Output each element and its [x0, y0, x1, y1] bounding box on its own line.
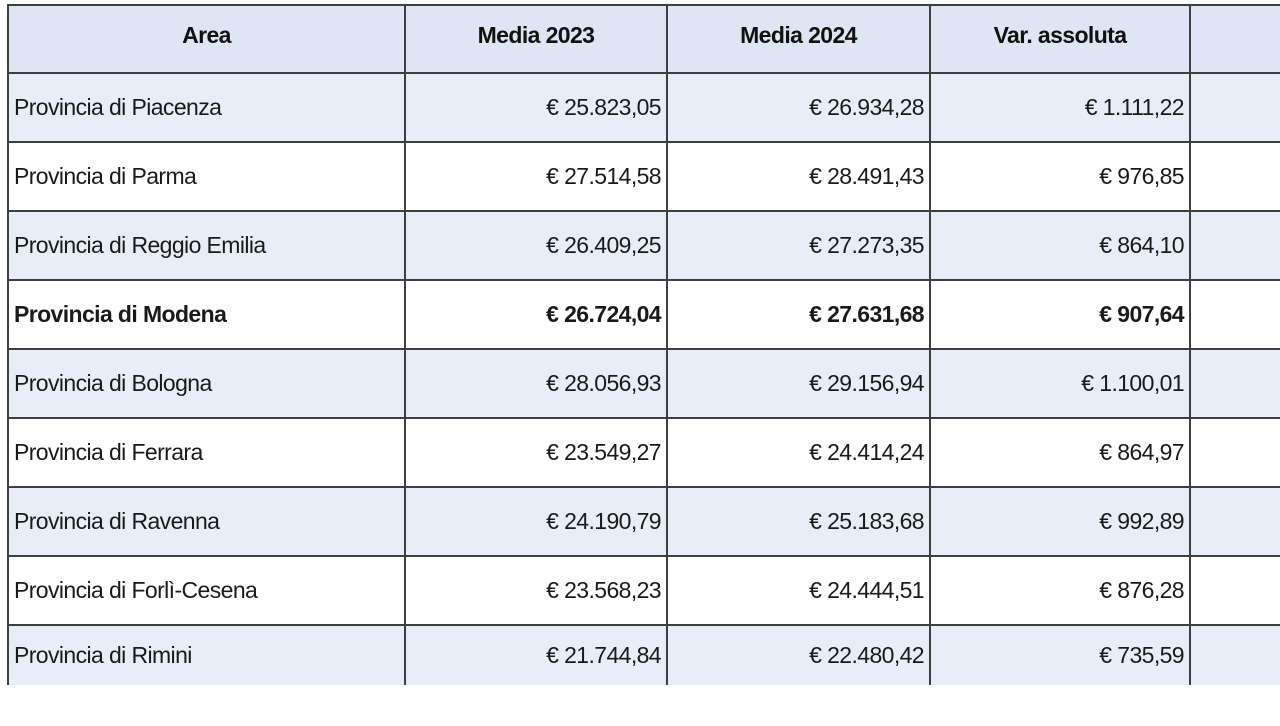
cell-extra [1189, 348, 1280, 419]
cell-media-2023: € 23.568,23 [404, 555, 668, 626]
cell-area: Provincia di Reggio Emilia [7, 210, 406, 281]
cell-media-2024: € 29.156,94 [666, 348, 931, 419]
cell-media-2024: € 27.631,68 [666, 279, 931, 350]
cell-media-2024: € 28.491,43 [666, 141, 931, 212]
table-header-row: Area Media 2023 Media 2024 Var. assoluta [7, 4, 1280, 74]
cell-var-assoluta: € 864,10 [929, 210, 1191, 281]
cell-area: Provincia di Modena [7, 279, 406, 350]
cell-media-2024: € 24.414,24 [666, 417, 931, 488]
cell-var-assoluta: € 907,64 [929, 279, 1191, 350]
cell-extra [1189, 279, 1280, 350]
cell-extra [1189, 72, 1280, 143]
table-row: Provincia di Rimini € 21.744,84 € 22.480… [7, 624, 1280, 685]
cell-media-2023: € 24.190,79 [404, 486, 668, 557]
cell-media-2023: € 21.744,84 [404, 624, 668, 685]
header-media-2024: Media 2024 [666, 4, 931, 74]
cell-media-2024: € 22.480,42 [666, 624, 931, 685]
cell-extra [1189, 210, 1280, 281]
table-row-highlighted: Provincia di Modena € 26.724,04 € 27.631… [7, 279, 1280, 350]
table-row: Provincia di Ravenna € 24.190,79 € 25.18… [7, 486, 1280, 557]
cell-area: Provincia di Forlì-Cesena [7, 555, 406, 626]
income-table: Area Media 2023 Media 2024 Var. assoluta… [7, 4, 1280, 685]
cell-area: Provincia di Rimini [7, 624, 406, 685]
cell-area: Provincia di Parma [7, 141, 406, 212]
cell-extra [1189, 624, 1280, 685]
cell-var-assoluta: € 876,28 [929, 555, 1191, 626]
table-row: Provincia di Forlì-Cesena € 23.568,23 € … [7, 555, 1280, 626]
cell-media-2024: € 27.273,35 [666, 210, 931, 281]
cell-var-assoluta: € 1.111,22 [929, 72, 1191, 143]
cell-extra [1189, 141, 1280, 212]
cell-media-2023: € 27.514,58 [404, 141, 668, 212]
cell-var-assoluta: € 864,97 [929, 417, 1191, 488]
cell-area: Provincia di Piacenza [7, 72, 406, 143]
cell-media-2023: € 23.549,27 [404, 417, 668, 488]
cell-media-2024: € 24.444,51 [666, 555, 931, 626]
cell-extra [1189, 555, 1280, 626]
table-row: Provincia di Bologna € 28.056,93 € 29.15… [7, 348, 1280, 419]
table-row: Provincia di Piacenza € 25.823,05 € 26.9… [7, 72, 1280, 143]
header-area: Area [7, 4, 406, 74]
cell-media-2023: € 28.056,93 [404, 348, 668, 419]
table-row: Provincia di Ferrara € 23.549,27 € 24.41… [7, 417, 1280, 488]
cell-extra [1189, 417, 1280, 488]
cell-area: Provincia di Ferrara [7, 417, 406, 488]
cell-media-2023: € 26.409,25 [404, 210, 668, 281]
header-extra [1189, 4, 1280, 74]
cell-var-assoluta: € 992,89 [929, 486, 1191, 557]
header-var-assoluta: Var. assoluta [929, 4, 1191, 74]
cell-media-2023: € 26.724,04 [404, 279, 668, 350]
cell-media-2023: € 25.823,05 [404, 72, 668, 143]
cell-var-assoluta: € 976,85 [929, 141, 1191, 212]
cell-extra [1189, 486, 1280, 557]
cell-media-2024: € 26.934,28 [666, 72, 931, 143]
cell-var-assoluta: € 1.100,01 [929, 348, 1191, 419]
cell-area: Provincia di Bologna [7, 348, 406, 419]
cell-media-2024: € 25.183,68 [666, 486, 931, 557]
cell-var-assoluta: € 735,59 [929, 624, 1191, 685]
table-row: Provincia di Parma € 27.514,58 € 28.491,… [7, 141, 1280, 212]
cell-area: Provincia di Ravenna [7, 486, 406, 557]
table-row: Provincia di Reggio Emilia € 26.409,25 €… [7, 210, 1280, 281]
header-media-2023: Media 2023 [404, 4, 668, 74]
